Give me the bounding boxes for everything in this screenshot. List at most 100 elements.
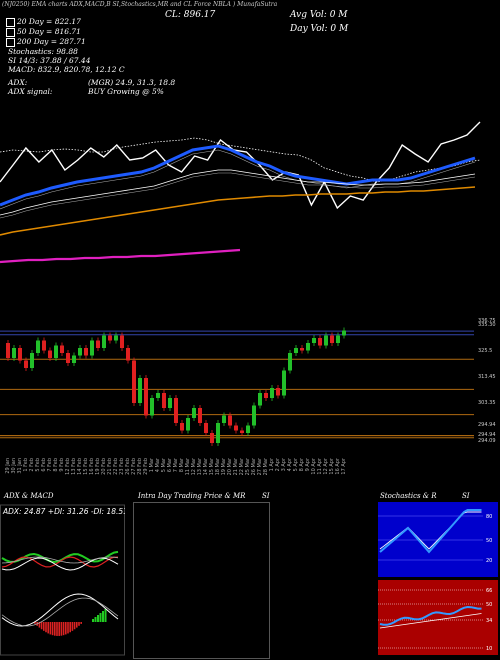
date-tick-label: 15 Mar xyxy=(209,457,215,475)
stoch-level-label: 20 xyxy=(486,558,492,564)
date-tick-label: 28 Mar xyxy=(263,457,269,475)
stoch-si-label: SI xyxy=(462,492,470,500)
date-tick-label: 5 Feb xyxy=(35,458,41,472)
macd-histogram-bar xyxy=(80,622,82,624)
legend-50-day-label: 50 Day = 816.71 xyxy=(17,27,81,36)
date-tick-label: 8 Mar xyxy=(179,457,185,472)
price-level-label: 325.5 xyxy=(478,348,492,354)
date-tick-label: 27 Feb xyxy=(131,458,137,475)
macd-stat: MACD: 832.9, 820.78, 12.12 C xyxy=(8,65,125,74)
date-tick-label: 22 Mar xyxy=(239,457,245,475)
date-tick-label: 14 Mar xyxy=(203,457,209,475)
adx-signal-line xyxy=(1,556,119,564)
macd-histogram-bar xyxy=(67,622,69,634)
macd-histogram-bar xyxy=(34,622,36,624)
date-tick-label: 11 Apr xyxy=(317,457,323,475)
date-tick-label: 15 Apr xyxy=(329,457,335,475)
candle-body xyxy=(312,338,316,343)
date-tick-label: 11 Mar xyxy=(185,457,191,475)
candle-body xyxy=(90,340,94,356)
intraday-panel xyxy=(133,502,270,659)
macd-histogram-bar xyxy=(94,617,97,622)
stoch-level-label: 80 xyxy=(486,514,492,520)
macd-histogram-bar xyxy=(60,622,63,636)
macd-histogram-bar xyxy=(97,615,99,622)
macd-histogram-bar xyxy=(73,622,76,630)
date-tick-label: 7 Mar xyxy=(173,457,179,472)
macd-histogram-bar xyxy=(92,619,94,622)
candle-body xyxy=(156,393,160,398)
macd-signal-line xyxy=(1,597,119,627)
macd-histogram-bar xyxy=(47,622,49,634)
price-level-label: 294.09 xyxy=(478,438,496,444)
candle-body xyxy=(78,348,82,356)
mr-level-label: 34 xyxy=(486,618,492,624)
candle-body xyxy=(60,345,64,353)
legend-200-day: 200 Day = 287.71 xyxy=(6,37,86,47)
candle-body xyxy=(66,353,70,363)
candle-body xyxy=(270,388,274,398)
date-tick-label: 25 Mar xyxy=(245,457,251,475)
date-tick-label: 30 Jan xyxy=(11,458,17,474)
date-tick-label: 19 Mar xyxy=(221,457,227,475)
candle-body xyxy=(24,360,28,368)
date-tick-label: 1 Apr xyxy=(269,457,275,471)
adx-values-label: ADX: 24.87 +DI: 31.26 -DI: 18.51 xyxy=(2,507,125,516)
candle-body xyxy=(138,378,142,403)
stoch-k-line xyxy=(379,509,482,554)
candle-body xyxy=(12,348,16,358)
legend-swatch xyxy=(6,37,15,47)
date-tick-label: 21 Feb xyxy=(107,458,113,475)
date-tick-label: 1 Mar xyxy=(149,457,155,472)
ema-50-line xyxy=(0,169,476,216)
candle-body xyxy=(246,425,250,433)
macd-histogram-bar xyxy=(69,622,71,633)
candle-body xyxy=(150,398,154,416)
legend-20-day: 20 Day = 822.17 xyxy=(6,17,81,27)
date-tick-label: 6 Feb xyxy=(41,458,47,472)
date-tick-label: 18 Mar xyxy=(215,457,221,475)
price-level-label: 336.75 xyxy=(478,318,496,324)
mr-panel-bg xyxy=(378,580,498,655)
si-stat: SI 14/3: 37.88 / 67.44 xyxy=(8,56,91,65)
candle-body xyxy=(180,423,184,431)
adx-macd-panel: ADX: 24.87 +DI: 31.26 -DI: 18.51 xyxy=(0,504,125,656)
date-tick-label: 2 Apr xyxy=(275,457,281,471)
price-line xyxy=(0,121,481,210)
adx-plus-di-line xyxy=(1,550,119,564)
date-tick-label: 10 Apr xyxy=(311,457,317,475)
candle-body xyxy=(84,348,88,356)
candle-body xyxy=(282,370,286,396)
macd-histogram-bar xyxy=(56,622,58,636)
macd-histogram-bar xyxy=(51,622,54,636)
mr-level-label: 50 xyxy=(486,602,492,608)
candle-body xyxy=(48,350,52,358)
ema-chart xyxy=(0,121,481,264)
date-tick-label: 28 Feb xyxy=(137,458,143,475)
adx-macd-panel-title: ADX & MACD xyxy=(4,492,54,500)
legend-swatch xyxy=(6,27,15,37)
legend-50-day: 50 Day = 816.71 xyxy=(6,27,81,37)
macd-histogram-bar xyxy=(43,622,45,631)
avg-volume-label: Avg Vol: 0 M xyxy=(290,10,348,20)
ema-200-line xyxy=(0,186,476,236)
date-tick-label: 15 Feb xyxy=(83,458,89,475)
price-level-label: 294.94 xyxy=(478,422,496,428)
legend-20-day-label: 20 Day = 822.17 xyxy=(17,17,81,26)
candle-body xyxy=(6,343,10,358)
date-tick-label: 5 Mar xyxy=(161,457,167,472)
price-level-label: 313.45 xyxy=(478,374,496,380)
candle-body xyxy=(294,348,298,353)
candle-body xyxy=(114,335,118,341)
candle-body xyxy=(228,415,232,426)
candle-body xyxy=(42,340,46,351)
date-tick-label: 29 Feb xyxy=(143,458,149,475)
macd-histogram-bar xyxy=(65,622,67,635)
date-tick-label: 12 Mar xyxy=(191,457,197,475)
date-tick-label: 20 Feb xyxy=(101,458,107,475)
price-level-label: 294.94 xyxy=(478,432,496,438)
date-tick-label: 27 Mar xyxy=(257,457,263,475)
candle-body xyxy=(18,348,22,361)
macd-histogram-bar xyxy=(38,622,41,628)
macd-histogram-bar xyxy=(99,613,102,622)
